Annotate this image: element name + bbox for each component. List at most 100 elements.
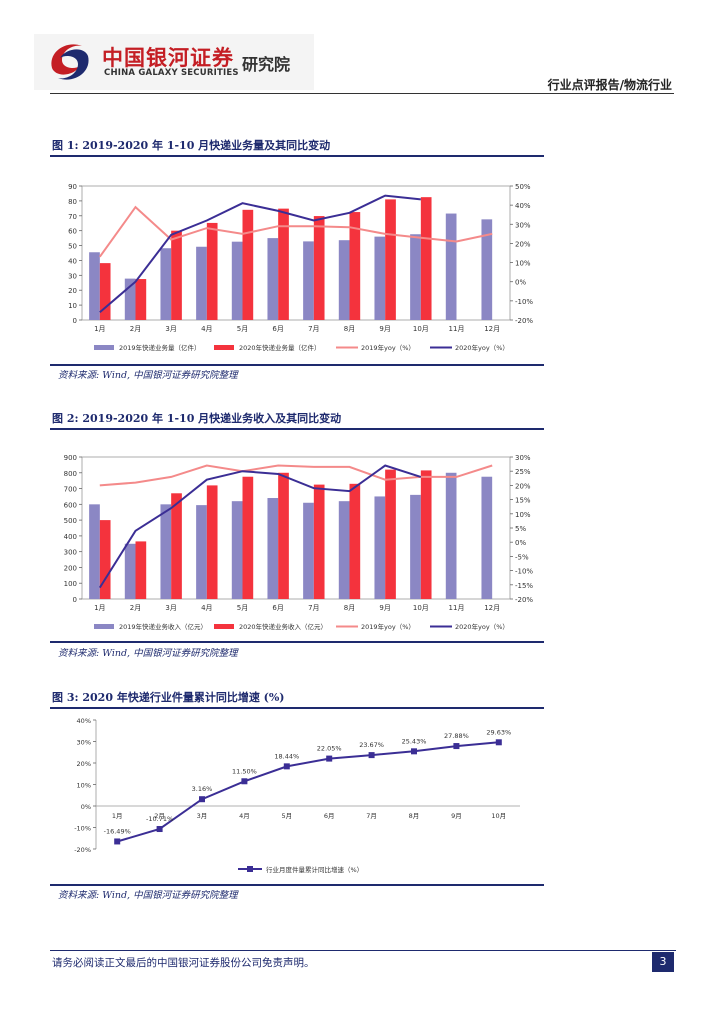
- data-label: -10.71%: [146, 815, 173, 823]
- left-axis-tick-label: 20: [68, 287, 77, 295]
- x-axis-tick-label: 10月: [491, 812, 506, 820]
- bar-2020: [349, 212, 361, 320]
- left-axis-tick-label: 900: [64, 454, 77, 462]
- right-axis-tick-label: 30%: [515, 221, 531, 229]
- legend-label: 2020年yoy（%）: [455, 343, 509, 352]
- legend-marker: [247, 866, 253, 872]
- x-axis-tick-label: 1月: [94, 325, 105, 333]
- x-axis-tick-label: 3月: [197, 812, 208, 820]
- x-axis-tick-label: 12月: [484, 604, 500, 612]
- data-point-marker: [411, 748, 417, 755]
- left-axis-tick-label: 200: [64, 564, 77, 572]
- x-axis-tick-label: 10月: [413, 325, 429, 333]
- bar-2020: [99, 263, 111, 320]
- bar-2020: [99, 520, 111, 599]
- x-axis-tick-label: 1月: [112, 812, 123, 820]
- bar-2019: [481, 476, 493, 599]
- x-axis-tick-label: 6月: [272, 325, 283, 333]
- legend-label: 2020年快递业务收入（亿元）: [239, 622, 327, 631]
- figure-3-bottom-rule: [50, 884, 544, 886]
- x-axis-tick-label: 8月: [344, 604, 355, 612]
- data-point-marker: [326, 755, 333, 762]
- yoy-line-2019: [99, 464, 493, 487]
- bar-2020: [206, 485, 218, 599]
- data-point-marker: [368, 752, 375, 759]
- x-axis-tick-label: 2月: [130, 604, 141, 612]
- figure-2-bottom-rule: [50, 641, 544, 643]
- data-point-marker: [156, 826, 163, 833]
- right-axis-tick-label: 15%: [515, 497, 531, 505]
- x-axis-tick-label: 3月: [165, 325, 176, 333]
- right-axis-tick-label: 25%: [515, 468, 531, 476]
- bar-2020: [313, 484, 325, 599]
- header-rule: [50, 93, 674, 94]
- footer-disclaimer: 请务必阅读正文最后的中国银河证券股份公司免责声明。: [52, 957, 315, 969]
- x-axis-tick-label: 2月: [130, 325, 141, 333]
- bar-2020: [171, 493, 182, 599]
- y-axis-tick-label: 20%: [77, 760, 91, 768]
- legend-swatch: [94, 624, 114, 629]
- left-axis-tick-label: 0: [73, 317, 77, 325]
- yoy-line-2019: [98, 205, 493, 258]
- x-axis-tick-label: 7月: [308, 325, 319, 333]
- left-axis-tick-label: 100: [64, 580, 77, 588]
- bar-2019: [267, 498, 279, 599]
- legend-label: 行业月度件量累计同比增速（%）: [266, 865, 363, 874]
- logo-chinese-name: 中国银河证券: [102, 46, 234, 70]
- x-axis-tick-label: 7月: [308, 604, 319, 612]
- x-axis-tick-label: 4月: [201, 604, 212, 612]
- data-label: 25.43%: [402, 737, 427, 745]
- y-axis-tick-label: 0%: [81, 803, 91, 811]
- bar-2019: [124, 543, 136, 599]
- bar-2019: [445, 472, 457, 599]
- legend-label: 2019年快递业务收入（亿元）: [119, 622, 207, 631]
- x-axis-tick-label: 6月: [272, 604, 283, 612]
- left-axis-tick-label: 300: [64, 549, 77, 557]
- data-point-marker: [283, 763, 290, 770]
- legend-swatch: [214, 624, 234, 629]
- bar-2019: [445, 213, 457, 320]
- legend-label: 2020年快递业务量（亿件）: [239, 343, 321, 352]
- left-axis-tick-label: 80: [68, 198, 77, 206]
- x-axis-tick-label: 1月: [94, 604, 105, 612]
- legend-swatch: [214, 345, 234, 350]
- right-axis-tick-label: -20%: [515, 317, 533, 325]
- bar-2019: [231, 501, 243, 599]
- bar-2019: [303, 241, 314, 320]
- bar-2020: [206, 222, 218, 320]
- bar-2020: [135, 541, 147, 599]
- bar-2019: [338, 240, 350, 320]
- bar-2020: [385, 469, 396, 599]
- bar-2020: [135, 279, 147, 320]
- left-axis-tick-label: 0: [73, 596, 77, 604]
- right-axis-tick-label: 40%: [515, 202, 531, 210]
- bar-2019: [410, 494, 421, 599]
- report-type: 行业点评报告/物流行业: [547, 78, 672, 92]
- data-label: 23.67%: [359, 741, 384, 749]
- right-axis-tick-label: 0%: [515, 539, 526, 547]
- right-axis-tick-label: -20%: [515, 596, 533, 604]
- bar-2020: [242, 209, 254, 320]
- page-header: 中国银河证券 CHINA GALAXY SECURITIES 研究院 行业点评报…: [0, 0, 724, 100]
- right-axis-tick-label: 10%: [515, 260, 531, 268]
- x-axis-tick-label: 4月: [201, 325, 212, 333]
- right-axis-tick-label: 10%: [515, 511, 531, 519]
- figure-2-title: 图 2: 2019-2020 年 1-10 月快递业务收入及其同比变动: [52, 412, 342, 425]
- bar-2020: [385, 199, 396, 320]
- left-axis-tick-label: 600: [64, 501, 77, 509]
- footer-rule: [50, 950, 676, 951]
- legend-label: 2019年快递业务量（亿件）: [119, 343, 201, 352]
- plot-frame: [81, 185, 511, 321]
- bar-2019: [160, 248, 172, 320]
- right-axis-tick-label: -5%: [515, 553, 529, 561]
- x-axis-tick-label: 9月: [451, 812, 462, 820]
- bar-2019: [196, 246, 207, 320]
- right-axis-tick-label: 30%: [515, 454, 531, 462]
- data-label: 22.05%: [317, 745, 342, 753]
- x-axis-tick-label: 12月: [484, 325, 500, 333]
- x-axis-tick-label: 6月: [324, 812, 335, 820]
- left-axis-tick-label: 700: [64, 486, 77, 494]
- x-axis-tick-label: 3月: [165, 604, 176, 612]
- data-point-marker: [199, 796, 205, 803]
- figure-3-source: 资料来源: Wind, 中国银河证券研究院整理: [58, 890, 238, 901]
